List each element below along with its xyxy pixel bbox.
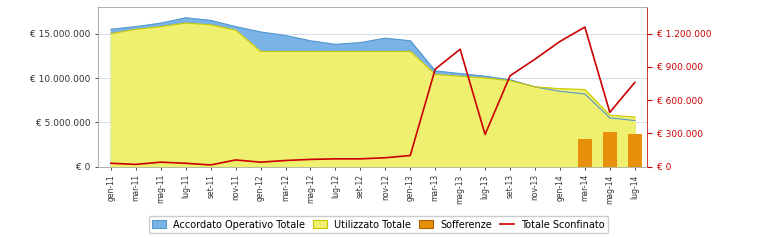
Legend: Accordato Operativo Totale, Utilizzato Totale, Sofferenze, Totale Sconfinato: Accordato Operativo Totale, Utilizzato T… <box>148 216 609 233</box>
Bar <box>603 132 617 167</box>
Bar <box>578 139 592 167</box>
Bar <box>628 134 642 167</box>
